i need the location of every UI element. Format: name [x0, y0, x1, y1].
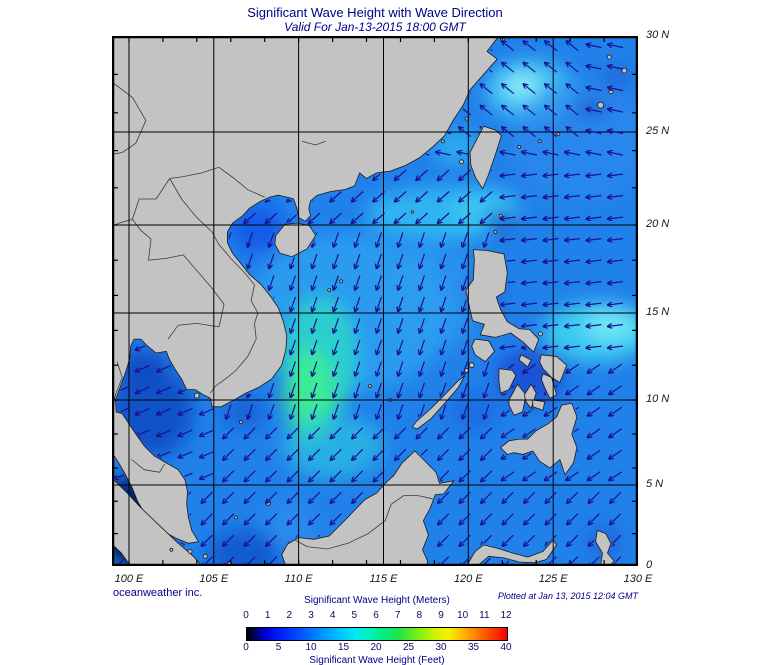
colorbar-meters-tick-0: 0 — [243, 610, 249, 621]
colorbar-feet-tick-25: 25 — [402, 642, 415, 653]
colorbar-meters-tick-2: 2 — [286, 610, 293, 621]
colorbar-feet-tick-20: 20 — [370, 642, 382, 653]
colorbar-meters-tick-4: 4 — [329, 610, 336, 621]
lon-label-130: 130 E — [623, 573, 653, 585]
lat-label-15: 15 N — [646, 306, 670, 318]
colorbar-meters-tick-6: 6 — [373, 610, 379, 621]
colorbar-feet-tick-5: 5 — [275, 642, 282, 653]
lat-label-0: 0 — [646, 559, 653, 571]
colorbar-meters-tick-1: 1 — [264, 610, 271, 621]
colorbar-feet-tick-30: 30 — [435, 642, 447, 653]
colorbar-feet-tick-0: 0 — [243, 642, 249, 653]
map-canvas — [112, 36, 638, 566]
colorbar-meters-tick-12: 12 — [500, 610, 512, 621]
plotted-timestamp: Plotted at Jan 13, 2015 12:04 GMT — [497, 591, 638, 601]
lat-label-25: 25 N — [646, 125, 670, 137]
colorbar-meters-tick-9: 9 — [438, 610, 444, 621]
colorbar-meters-tick-10: 10 — [457, 610, 469, 621]
colorbar-meters-tick-7: 7 — [394, 610, 401, 621]
lat-label-5: 5 N — [646, 478, 664, 490]
colorbar-title-meters: Significant Wave Height (Meters) — [304, 595, 450, 606]
page-title: Significant Wave Height with Wave Direct… — [247, 5, 503, 20]
colorbar-feet-tick-10: 10 — [305, 642, 317, 653]
colorbar-title-feet: Significant Wave Height (Feet) — [309, 655, 445, 665]
country-borders — [112, 81, 433, 550]
lon-label-115: 115 E — [369, 573, 398, 585]
lon-label-100: 100 E — [114, 573, 144, 585]
credit-text: oceanweather inc. — [113, 587, 203, 599]
lat-label-30: 30 N — [646, 29, 670, 41]
colorbar-feet-tick-15: 15 — [337, 642, 350, 653]
wave-direction-arrows — [114, 41, 624, 566]
valid-time-subtitle: Valid For Jan-13-2015 18:00 GMT — [284, 20, 466, 34]
lat-label-10: 10 N — [646, 393, 670, 405]
map-frame — [112, 36, 638, 566]
colorbar-meters-tick-5: 5 — [351, 610, 358, 621]
colorbar-meters-tick-11: 11 — [479, 610, 490, 621]
wave-height-map — [112, 36, 638, 566]
colorbar-gradient — [246, 627, 508, 641]
colorbar-feet-tick-35: 35 — [467, 642, 480, 653]
lon-label-120: 120 E — [453, 573, 483, 585]
lon-label-125: 125 E — [538, 573, 568, 585]
lon-label-105: 105 E — [199, 573, 229, 585]
colorbar-feet-tick-40: 40 — [500, 642, 512, 653]
colorbar-meters-tick-8: 8 — [416, 610, 423, 621]
landmasses — [112, 36, 628, 566]
lon-label-110: 110 E — [284, 573, 313, 585]
colorbar-meters-tick-3: 3 — [308, 610, 314, 621]
lat-label-20: 20 N — [646, 218, 670, 230]
